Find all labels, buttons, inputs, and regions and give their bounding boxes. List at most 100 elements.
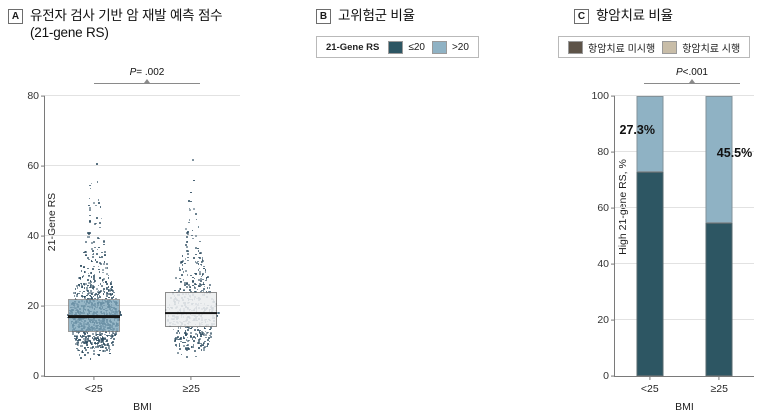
- data-point: [95, 204, 97, 207]
- panel-b-legend-item-le20: ≤20: [388, 40, 425, 54]
- data-point: [106, 335, 109, 337]
- data-point: [179, 287, 182, 290]
- data-point: [85, 251, 88, 254]
- data-point: [175, 338, 178, 341]
- data-point: [181, 264, 184, 267]
- x-tick-label: ≥25: [182, 383, 200, 395]
- data-point: [102, 281, 105, 284]
- data-point: [195, 332, 198, 335]
- data-point: [107, 289, 110, 291]
- data-point: [92, 295, 95, 298]
- data-point: [197, 329, 199, 331]
- data-point: [199, 338, 202, 340]
- data-point: [186, 253, 189, 255]
- data-point: [99, 349, 101, 352]
- data-point: [92, 288, 95, 291]
- data-point: [87, 272, 90, 275]
- data-point: [111, 286, 113, 288]
- data-point: [106, 340, 108, 343]
- data-point: [190, 200, 192, 203]
- panel-a-plot-area: 21-Gene RS 0 20 40 60 80 <25 ≥25 BMI: [27, 90, 240, 413]
- data-point: [85, 341, 88, 343]
- data-point: [119, 313, 122, 315]
- data-point: [106, 292, 108, 294]
- data-point: [185, 347, 188, 349]
- data-point: [93, 240, 95, 243]
- data-point: [186, 246, 188, 248]
- data-point: [105, 281, 107, 284]
- data-point: [103, 251, 106, 253]
- data-point: [207, 331, 209, 334]
- data-point: [97, 292, 100, 295]
- data-point: [110, 297, 113, 300]
- data-point: [190, 332, 192, 334]
- data-point: [85, 240, 87, 243]
- y-tick-mark: [41, 305, 45, 307]
- data-point: [104, 254, 106, 256]
- data-point: [200, 278, 202, 280]
- panel-a-pvalue-line: [94, 83, 200, 84]
- y-tick-mark: [611, 319, 615, 321]
- data-point: [188, 218, 191, 221]
- data-point: [108, 345, 110, 347]
- data-point: [99, 205, 102, 208]
- panel-c: C 항암치료 비율 항암치료 미시행 항암치료 시행 P= .02 Patien…: [512, 0, 780, 418]
- data-point: [81, 340, 84, 343]
- data-point: [96, 252, 98, 255]
- data-point: [97, 333, 100, 336]
- data-point: [203, 346, 206, 348]
- x-tick-mark: [718, 376, 720, 380]
- data-point: [178, 266, 181, 269]
- data-point: [101, 280, 104, 283]
- data-point: [187, 326, 190, 329]
- data-point: [201, 260, 204, 262]
- data-point: [194, 261, 197, 264]
- data-point: [82, 251, 85, 254]
- data-point: [205, 345, 208, 348]
- data-point: [84, 338, 87, 340]
- data-point: [112, 290, 115, 292]
- data-point: [92, 268, 94, 270]
- data-point: [100, 217, 103, 220]
- data-point: [87, 257, 89, 259]
- data-point: [102, 279, 105, 281]
- data-point: [200, 290, 202, 293]
- data-point: [106, 344, 108, 346]
- data-point: [200, 345, 202, 347]
- data-point: [102, 241, 105, 244]
- data-point: [110, 288, 113, 291]
- data-point: [95, 334, 98, 337]
- data-point: [77, 344, 80, 346]
- data-point: [98, 340, 100, 343]
- y-tick-label: 0: [603, 370, 609, 382]
- data-point: [106, 263, 109, 266]
- data-point: [179, 337, 182, 340]
- data-point: [99, 334, 102, 336]
- data-point: [109, 283, 112, 286]
- data-point: [113, 291, 115, 294]
- data-point: [107, 286, 110, 288]
- data-point: [193, 350, 196, 353]
- data-point: [82, 283, 85, 285]
- data-point: [183, 281, 186, 284]
- data-point: [77, 292, 80, 295]
- data-point: [89, 340, 91, 342]
- data-point: [175, 337, 177, 339]
- data-point: [198, 282, 201, 285]
- panel-c-legend-item-chemo: 항암치료 시행: [662, 40, 740, 55]
- gridline: [45, 305, 240, 306]
- stacked-bar: [705, 96, 733, 376]
- panel-a-pvalue-bracket: P= .002: [94, 62, 200, 84]
- stacked-bar: [636, 96, 664, 376]
- panel-c-header: C 항암치료 비율: [574, 7, 673, 24]
- data-point: [203, 347, 205, 349]
- data-point: [198, 279, 200, 281]
- data-point: [94, 246, 96, 249]
- data-point: [94, 223, 96, 226]
- data-point: [79, 290, 81, 293]
- data-point: [194, 337, 197, 339]
- data-point: [188, 339, 190, 342]
- data-point: [200, 349, 203, 351]
- data-point: [100, 263, 102, 266]
- data-point: [97, 336, 99, 339]
